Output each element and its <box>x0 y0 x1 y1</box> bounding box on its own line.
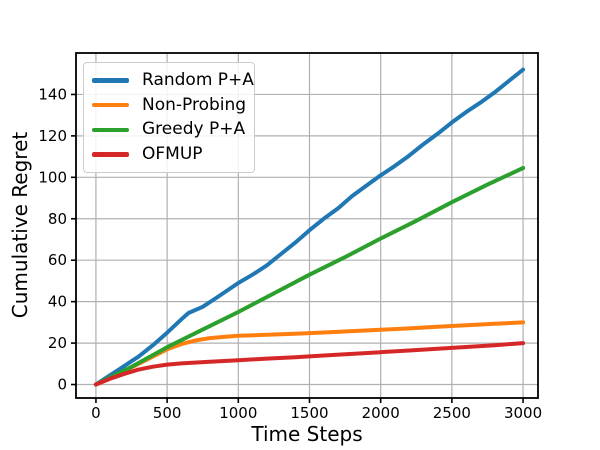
gridlines <box>76 53 538 398</box>
series-line-greedy-p-a <box>93 166 526 387</box>
y-axis-label: Cumulative Regret <box>8 132 32 319</box>
x-axis-label: Time Steps <box>250 422 362 446</box>
legend-swatch-icon <box>92 152 129 157</box>
plot-border <box>75 52 539 399</box>
legend-label: OFMUP <box>142 144 203 165</box>
series-lines <box>93 67 526 387</box>
series-line-ofmup <box>93 341 526 387</box>
y-tick-label: 20 <box>48 334 67 352</box>
legend-label: Greedy P+A <box>142 119 246 140</box>
x-tick-label: 500 <box>153 404 182 422</box>
y-tick-label: 140 <box>38 85 67 103</box>
legend: Random P+A Non-Probing Greedy P+A OFMUP <box>83 62 255 173</box>
legend-entry: Non-Probing <box>92 94 247 115</box>
x-tick-label: 2000 <box>362 404 400 422</box>
legend-entry: Greedy P+A <box>92 121 246 138</box>
legend-entry: OFMUP <box>92 146 246 163</box>
x-tick-label: 3000 <box>504 404 542 422</box>
legend-swatch-icon <box>92 127 129 133</box>
x-tick-label: 2500 <box>433 404 471 422</box>
axes-spines <box>75 52 539 399</box>
legend-label: Random P+A <box>142 69 254 90</box>
legend-label: Non-Probing <box>142 94 247 115</box>
x-tick-label: 1500 <box>290 404 328 422</box>
legend-swatch-icon <box>92 102 129 108</box>
series-line-random-p-a <box>93 67 526 387</box>
y-tick-label: 80 <box>48 210 67 228</box>
axis-ticks <box>71 93 524 403</box>
x-tick-label: 1000 <box>219 404 257 422</box>
y-tick-label: 60 <box>48 251 67 269</box>
legend-swatch-icon <box>92 78 129 83</box>
y-tick-label: 100 <box>38 168 67 186</box>
y-tick-label: 120 <box>38 127 67 145</box>
tick-labels: 0 500 1000 1500 2000 2500 3000 0 20 40 60 80 100 120 1… <box>38 85 542 422</box>
legend-entry: Random P+A <box>92 71 254 89</box>
x-tick-label: 0 <box>91 404 101 422</box>
y-tick-label: 40 <box>48 293 67 311</box>
y-tick-label: 0 <box>57 376 67 394</box>
